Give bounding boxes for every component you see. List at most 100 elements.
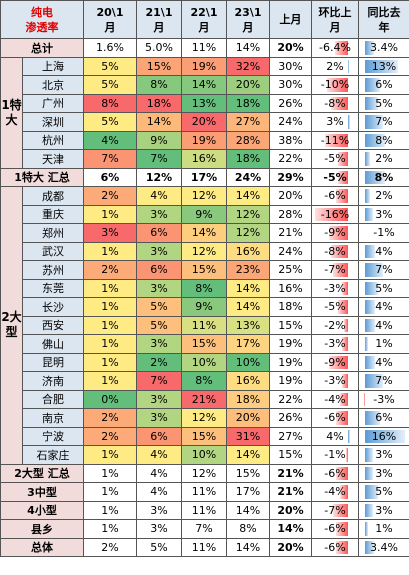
data-bar (365, 374, 383, 388)
value-cell: 11% (181, 38, 227, 58)
cell-text: 8% (239, 522, 257, 536)
data-bar (327, 78, 348, 92)
cell-text: -9% (324, 226, 346, 240)
value-cell: 9% (181, 297, 227, 317)
cell-text: 2% (375, 152, 393, 166)
cell-text: 12% (235, 207, 261, 221)
data-bar (365, 78, 381, 92)
value-cell: 5% (358, 278, 409, 298)
cell-text: 24% (278, 115, 303, 129)
header-text: 月 (153, 20, 165, 34)
value-cell: 5.0% (136, 38, 182, 58)
city-name: 重庆 (22, 204, 84, 224)
cell-text: 19% (191, 133, 217, 147)
city-row: 郑州 3% 6% 14% 12% 21% -9% -1% (1, 223, 409, 243)
cell-text: 17% (190, 170, 218, 184)
value-cell: 29% (269, 167, 312, 187)
data-bar (341, 337, 348, 351)
value-cell: 27% (269, 426, 312, 446)
value-cell: -16% (311, 204, 359, 224)
value-cell: 15% (136, 56, 182, 76)
cell-text: -1% (324, 448, 346, 462)
cell-text: 21% (278, 226, 303, 240)
header-text: 月 (104, 20, 116, 34)
cell-text: 1% (101, 207, 119, 221)
value-cell: 14% (226, 537, 270, 557)
value-cell: 24% (269, 112, 312, 132)
cell-text: 1% (101, 448, 119, 462)
cell-text: 2% (101, 189, 119, 203)
cell-text: 30% (278, 78, 303, 92)
city-name: 合肥 (22, 389, 84, 409)
data-bar (347, 59, 350, 73)
city-name: 郑州 (22, 223, 84, 243)
data-bar (329, 226, 348, 240)
value-cell: 15% (181, 260, 227, 280)
cell-text: 2% (101, 429, 119, 443)
cell-text: 1% (101, 300, 119, 314)
value-cell: 7% (181, 519, 227, 539)
cell-text: 27% (278, 429, 303, 443)
data-bar (365, 485, 378, 499)
header-text: 年 (378, 20, 390, 34)
cell-text: 8% (375, 133, 393, 147)
value-cell: 6% (136, 426, 182, 446)
cell-text: 0% (101, 392, 119, 406)
value-cell: 8% (136, 75, 182, 95)
value-cell: 21% (181, 389, 227, 409)
cell-text: 15% (278, 318, 303, 332)
value-cell: 11% (181, 537, 227, 557)
value-cell: 18% (226, 93, 270, 113)
value-cell: 17% (181, 167, 227, 187)
value-cell: 3.4% (358, 38, 409, 58)
cell-text: 26% (278, 96, 303, 110)
summary-row: 县乡 1% 3% 7% 8% 14% -6% 1% (0, 519, 409, 539)
value-cell: -5% (311, 167, 359, 187)
value-cell: -6% (311, 408, 359, 428)
value-cell: 11% (181, 482, 227, 502)
value-cell: 15% (181, 334, 227, 354)
city-name: 上海 (22, 56, 84, 76)
cell-text: 3.4% (370, 540, 398, 554)
cell-text: 3% (326, 115, 344, 129)
city-name: 深圳 (22, 112, 84, 132)
data-bar (333, 263, 348, 277)
value-cell: 12% (226, 204, 270, 224)
header-row: 纯电 渗透率 20\1 月 21\1 月 22\1 月 23\1 月上月 环比上月同比去年 (0, 0, 409, 39)
city-row: 东莞 1% 3% 8% 14% 16% -3% 5% (1, 278, 409, 298)
value-cell: 2% (83, 260, 137, 280)
cell-text: 29% (277, 170, 304, 184)
value-cell: 4% (83, 130, 137, 150)
value-cell: -10% (311, 75, 359, 95)
value-cell: 4% (311, 426, 359, 446)
summary-row: 总计 1.6% 5.0% 11% 14% 20% -6.4% 3.4% (0, 38, 409, 58)
cell-text: 6% (150, 226, 168, 240)
value-cell: 28% (226, 130, 270, 150)
value-cell: 14% (226, 186, 270, 206)
value-cell: 3% (83, 223, 137, 243)
value-cell: 9% (181, 204, 227, 224)
value-cell: 7% (358, 112, 409, 132)
value-cell: 10% (226, 352, 270, 372)
cell-text: 12% (235, 226, 261, 240)
cell-text: 14% (191, 78, 217, 92)
cell-text: 2% (375, 189, 393, 203)
header-text: 23\1 (234, 5, 262, 19)
cell-text: 6% (375, 78, 393, 92)
data-bar (365, 133, 386, 147)
value-cell: 3.4% (358, 537, 409, 557)
value-cell: 1% (83, 204, 137, 224)
value-cell: 10% (181, 445, 227, 465)
cell-text: 2% (101, 263, 119, 277)
city-row: 天津 7% 7% 16% 18% 22% -5% 2% (1, 149, 409, 169)
cell-text: -6% (324, 466, 346, 480)
cell-text: 9% (195, 300, 213, 314)
city-row: 长沙 1% 5% 9% 14% 18% -5% 4% (1, 297, 409, 317)
value-cell: 4% (136, 482, 182, 502)
column-header: 20\1 月 (83, 0, 137, 39)
data-bar (365, 152, 371, 166)
cell-text: -16% (320, 207, 350, 221)
value-cell: 19% (269, 371, 312, 391)
data-bar (331, 244, 348, 258)
